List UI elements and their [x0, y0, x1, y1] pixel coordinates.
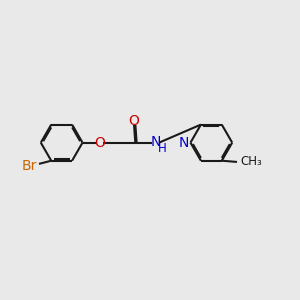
Text: O: O	[94, 136, 105, 150]
Text: H: H	[158, 142, 167, 154]
Text: N: N	[150, 135, 161, 149]
Text: N: N	[179, 136, 189, 150]
Text: Br: Br	[21, 159, 37, 172]
Text: CH₃: CH₃	[240, 155, 262, 168]
Text: O: O	[129, 114, 140, 128]
